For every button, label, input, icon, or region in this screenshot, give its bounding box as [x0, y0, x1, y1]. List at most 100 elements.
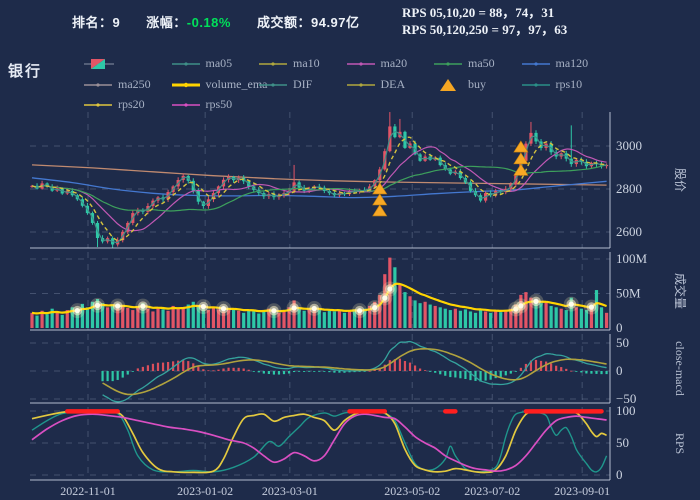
legend-label: rps50 — [205, 97, 233, 111]
rps50-line-icon — [171, 102, 200, 107]
panel-axis-0: 3000 2800 2600 股价 — [30, 112, 687, 249]
legend-item-rps20[interactable]: rps20 — [84, 97, 172, 112]
legend-item-candlestick[interactable] — [84, 56, 172, 71]
price-panel — [30, 112, 609, 248]
x-tick-label: 2023-05-02 — [384, 484, 440, 498]
legend-row-3: rps20 rps50 — [84, 97, 259, 112]
sector-label[interactable]: 银行 — [8, 63, 43, 80]
turnover-label: 成交额： — [256, 15, 311, 30]
y-tick-label: 2800 — [616, 181, 642, 196]
y-tick-label: 50M — [616, 286, 641, 301]
dea-line — [102, 347, 607, 396]
panel-title-1: 成交量 — [673, 273, 688, 309]
panel-grid-0 — [30, 112, 610, 248]
x-tick-label: 2022-11-01 — [60, 484, 116, 498]
legend-item-volume_ema[interactable]: volume_ema — [171, 77, 267, 92]
volume-panel — [30, 257, 609, 328]
legend-label: buy — [468, 77, 486, 91]
panel-title-0: 股价 — [673, 168, 687, 192]
rps20-line — [31, 410, 607, 474]
DIF-line-icon — [259, 82, 287, 87]
change-stat: 涨幅：-0.18% — [146, 12, 231, 31]
dif-line — [102, 340, 607, 403]
ma50-line-icon — [434, 61, 462, 66]
rank-value: 9 — [112, 15, 121, 30]
candlestick-icon — [84, 58, 114, 69]
DEA-line-icon — [346, 82, 375, 87]
legend-label: ma10 — [293, 56, 320, 70]
legend-label: ma20 — [380, 56, 408, 70]
legend-item-ma120[interactable]: ma120 — [521, 56, 610, 71]
buy-arrow — [372, 204, 388, 217]
ma50-line — [31, 164, 607, 212]
legend-item-ma20[interactable]: ma20 — [346, 56, 435, 71]
volume_ema-line-icon — [171, 82, 200, 87]
y-tick-label: 50 — [616, 335, 629, 350]
x-tick-label: 2023-07-02 — [464, 484, 520, 498]
rps50-line — [31, 413, 607, 473]
buy-arrow — [513, 140, 529, 153]
macd-panel — [101, 340, 608, 403]
legend-item-ma250[interactable]: ma250 — [84, 77, 172, 92]
buy-arrow — [372, 193, 388, 206]
x-tick-label: 2023-03-01 — [262, 484, 318, 498]
turnover-stat: 成交额：94.97亿 — [257, 12, 360, 31]
rps-summary: RPS 05,10,20 = 88，74，31 RPS 50,120,250 =… — [402, 4, 567, 38]
legend-item-buy[interactable]: buy — [434, 77, 522, 92]
panel-title-3: RPS — [673, 433, 687, 454]
y-tick-label: −50 — [616, 391, 636, 406]
y-tick-label: 100M — [616, 251, 648, 266]
panel-axis-2: 50 0 −50 close-macd — [30, 334, 687, 406]
change-value: -0.18% — [186, 15, 231, 30]
rps-summary-line1: RPS 05,10,20 = 88，74，31 — [402, 5, 555, 20]
legend-item-ma05[interactable]: ma05 — [171, 56, 260, 71]
legend-label: ma50 — [468, 56, 495, 70]
panel-grid-2 — [30, 334, 610, 403]
panel-axis-1: 100M 50M 0 成交量 — [30, 251, 688, 335]
y-tick-label: 2600 — [616, 224, 642, 239]
legend-label: ma250 — [118, 77, 151, 91]
rps-panel — [31, 409, 608, 474]
ma10-line — [31, 136, 607, 242]
legend-label: DIF — [293, 77, 313, 91]
ma250-line-icon — [84, 82, 112, 87]
panel-title-2: close-macd — [673, 341, 687, 396]
header-stats: 排名：9 涨幅：-0.18% 成交额：94.97亿 — [72, 12, 360, 31]
y-tick-label: 0 — [616, 467, 623, 482]
y-tick-label: 3000 — [616, 138, 642, 153]
x-tick-label: 2023-09-01 — [554, 484, 610, 498]
y-tick-label: 0 — [616, 363, 623, 378]
legend-item-DEA[interactable]: DEA — [346, 77, 435, 92]
legend-label: volume_ema — [205, 77, 268, 91]
legend-item-ma10[interactable]: ma10 — [259, 56, 347, 71]
rps20-line-icon — [84, 102, 112, 107]
y-tick-label: 100 — [616, 403, 636, 418]
buy-arrow — [513, 163, 529, 176]
x-tick-label: 2023-01-02 — [177, 484, 233, 498]
legend-label: rps10 — [555, 77, 583, 91]
ma10-line-icon — [259, 61, 287, 66]
legend-label: ma05 — [205, 56, 233, 70]
legend-label: rps20 — [118, 97, 145, 111]
legend-row-2: ma250 volume_ema DIF DEA buy rps10 — [84, 77, 609, 92]
legend-row-1: ma05 ma10 ma20 ma50 ma120 — [84, 56, 609, 71]
rps10-line-icon — [521, 82, 550, 87]
legend-item-ma50[interactable]: ma50 — [434, 56, 522, 71]
legend-item-rps50[interactable]: rps50 — [171, 97, 260, 112]
buy-arrow-icon — [440, 78, 456, 91]
y-tick-label: 50 — [616, 435, 629, 450]
rps-summary-line2: RPS 50,120,250 = 97，97，63 — [402, 22, 568, 37]
buy-arrows — [372, 140, 529, 217]
legend-label: DEA — [380, 77, 406, 91]
change-label: 涨幅： — [146, 15, 187, 30]
legend-item-DIF[interactable]: DIF — [259, 77, 347, 92]
turnover-value: 94.97亿 — [310, 15, 360, 30]
rank-stat: 排名：9 — [72, 12, 120, 31]
volume-ema-line — [31, 282, 607, 315]
legend-item-rps10[interactable]: rps10 — [521, 77, 610, 92]
ma05-line — [31, 131, 607, 244]
ma120-line-icon — [521, 61, 550, 66]
y-tick-label: 0 — [616, 320, 623, 335]
